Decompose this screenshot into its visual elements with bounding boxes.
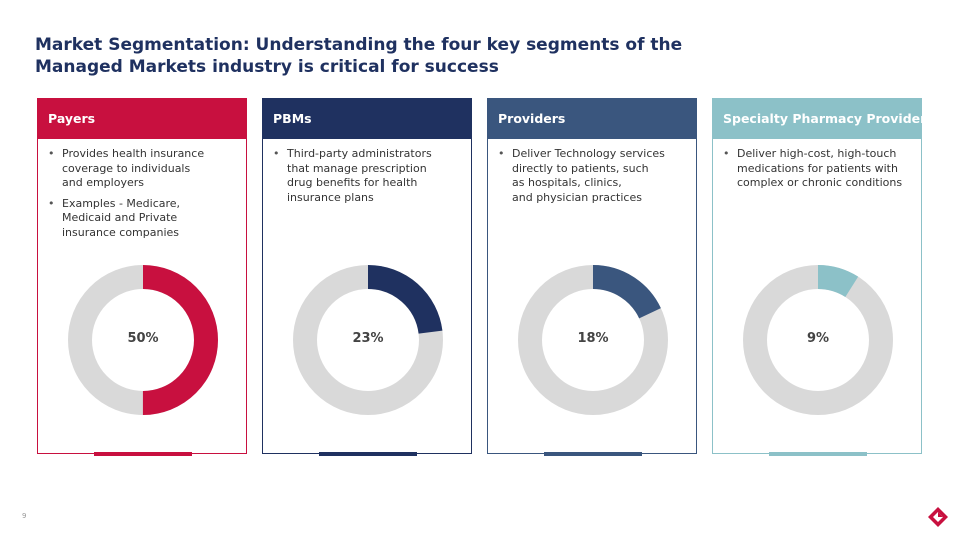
donut-value-arc bbox=[518, 265, 668, 415]
bullet-line: insurance companies bbox=[62, 225, 180, 239]
segment-card-specialty-pharmacy: Specialty Pharmacy Providers Deliver hig… bbox=[712, 98, 934, 456]
donut-percent-label: 9% bbox=[806, 331, 830, 346]
card-header-specialty-pharmacy: Specialty Pharmacy Providers bbox=[713, 99, 934, 139]
card-bullets: Deliver high-cost, high-touch medication… bbox=[713, 139, 921, 191]
bullet-line: insurance plans bbox=[287, 190, 374, 204]
card-header-pbms: PBMs bbox=[263, 99, 471, 139]
slide-title-line-1: Market Segmentation: Understanding the f… bbox=[35, 35, 683, 55]
donut-chart-payers bbox=[68, 265, 218, 415]
card-accent-bar bbox=[769, 452, 867, 456]
diamond-logo-icon bbox=[928, 507, 948, 527]
bullet-line: and physician practices bbox=[512, 190, 642, 204]
bullet-line: Examples - Medicare, bbox=[62, 196, 181, 210]
bullet-line: drug benefits for health bbox=[287, 176, 418, 190]
donut-value-arc bbox=[293, 265, 443, 415]
bullet-item: Examples - Medicare, Medicaid and Privat… bbox=[48, 196, 240, 241]
card-bullets: Deliver Technology services directly to … bbox=[488, 139, 696, 205]
slide-title-line-2: Managed Markets industry is critical for… bbox=[35, 57, 499, 77]
card-header-payers: Payers bbox=[38, 99, 246, 139]
bullet-line: directly to patients, such bbox=[512, 161, 649, 175]
donut-chart-providers bbox=[518, 265, 668, 415]
donut-percent-label: 23% bbox=[352, 331, 384, 346]
page-number: 9 bbox=[22, 512, 27, 520]
bullet-item: Deliver Technology services directly to … bbox=[498, 147, 690, 205]
bullet-item: Provides health insurance coverage to in… bbox=[48, 147, 240, 191]
donut-percent-label: 50% bbox=[127, 331, 159, 346]
bullet-line: Medicaid and Private bbox=[62, 211, 178, 225]
segment-card-providers: Providers Deliver Technology services di… bbox=[487, 98, 697, 456]
bullet-item: Deliver high-cost, high-touch medication… bbox=[723, 147, 915, 191]
bullet-line: Third-party administrators bbox=[287, 147, 432, 160]
bullet-line: and employers bbox=[62, 176, 144, 190]
card-bullets: Provides health insurance coverage to in… bbox=[38, 139, 246, 241]
bullet-item: Third-party administrators that manage p… bbox=[273, 147, 465, 205]
bullet-line: coverage to individuals bbox=[62, 161, 191, 175]
bullet-line: Deliver Technology services bbox=[512, 147, 665, 160]
donut-chart-specialty-pharmacy bbox=[743, 265, 893, 415]
bullet-line: Provides health insurance bbox=[62, 147, 205, 160]
donut-value-arc bbox=[743, 265, 893, 415]
bullet-line: medications for patients with bbox=[737, 161, 898, 175]
card-accent-bar bbox=[544, 452, 642, 456]
card-header-providers: Providers bbox=[488, 99, 696, 139]
slide-title: Market Segmentation: Understanding the f… bbox=[35, 34, 735, 78]
segment-card-payers: Payers Provides health insurance coverag… bbox=[37, 98, 247, 456]
card-accent-bar bbox=[94, 452, 192, 456]
segment-card-pbms: PBMs Third-party administrators that man… bbox=[262, 98, 472, 456]
donut-chart-pbms bbox=[293, 265, 443, 415]
bullet-line: complex or chronic conditions bbox=[737, 176, 903, 190]
donut-value-arc bbox=[68, 265, 218, 415]
card-accent-bar bbox=[319, 452, 417, 456]
bullet-line: Deliver high-cost, high-touch bbox=[737, 147, 897, 160]
card-bullets: Third-party administrators that manage p… bbox=[263, 139, 471, 205]
donut-percent-label: 18% bbox=[577, 331, 609, 346]
bullet-line: as hospitals, clinics, bbox=[512, 176, 622, 190]
bullet-line: that manage prescription bbox=[287, 161, 427, 175]
